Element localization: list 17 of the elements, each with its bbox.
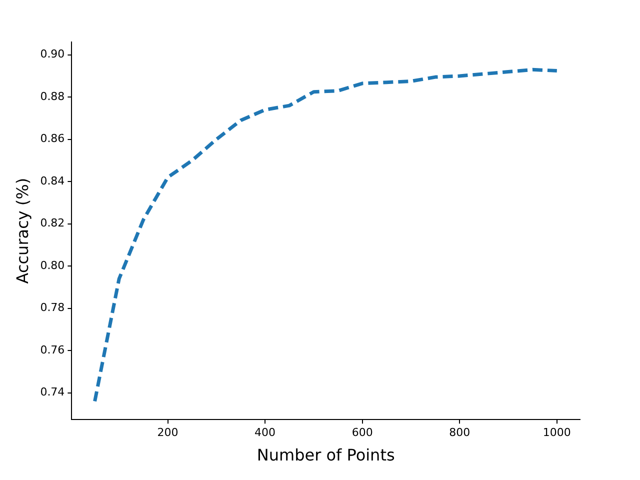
y-tick-label: 0.82 [40, 216, 65, 230]
y-tick-label: 0.74 [40, 386, 65, 399]
x-tick-label: 600 [352, 426, 373, 440]
x-axis-title: Number of Points [256, 446, 395, 465]
x-tick-label: 200 [157, 426, 178, 440]
y-tick-label: 0.90 [40, 48, 65, 61]
y-tick-label: 0.86 [40, 132, 65, 146]
y-tick-label: 0.80 [40, 258, 65, 272]
y-tick-label: 0.88 [40, 90, 65, 103]
y-tick-label: 0.84 [40, 174, 65, 188]
line-series [93, 68, 559, 403]
x-tick-label: 1000 [542, 426, 571, 440]
x-tick-label: 400 [254, 426, 276, 440]
y-axis-title: Accuracy (%) [12, 178, 32, 284]
y-tick-label: 0.76 [40, 343, 65, 356]
x-tick-label: 800 [449, 426, 470, 440]
y-tick-label: 0.78 [40, 301, 65, 314]
